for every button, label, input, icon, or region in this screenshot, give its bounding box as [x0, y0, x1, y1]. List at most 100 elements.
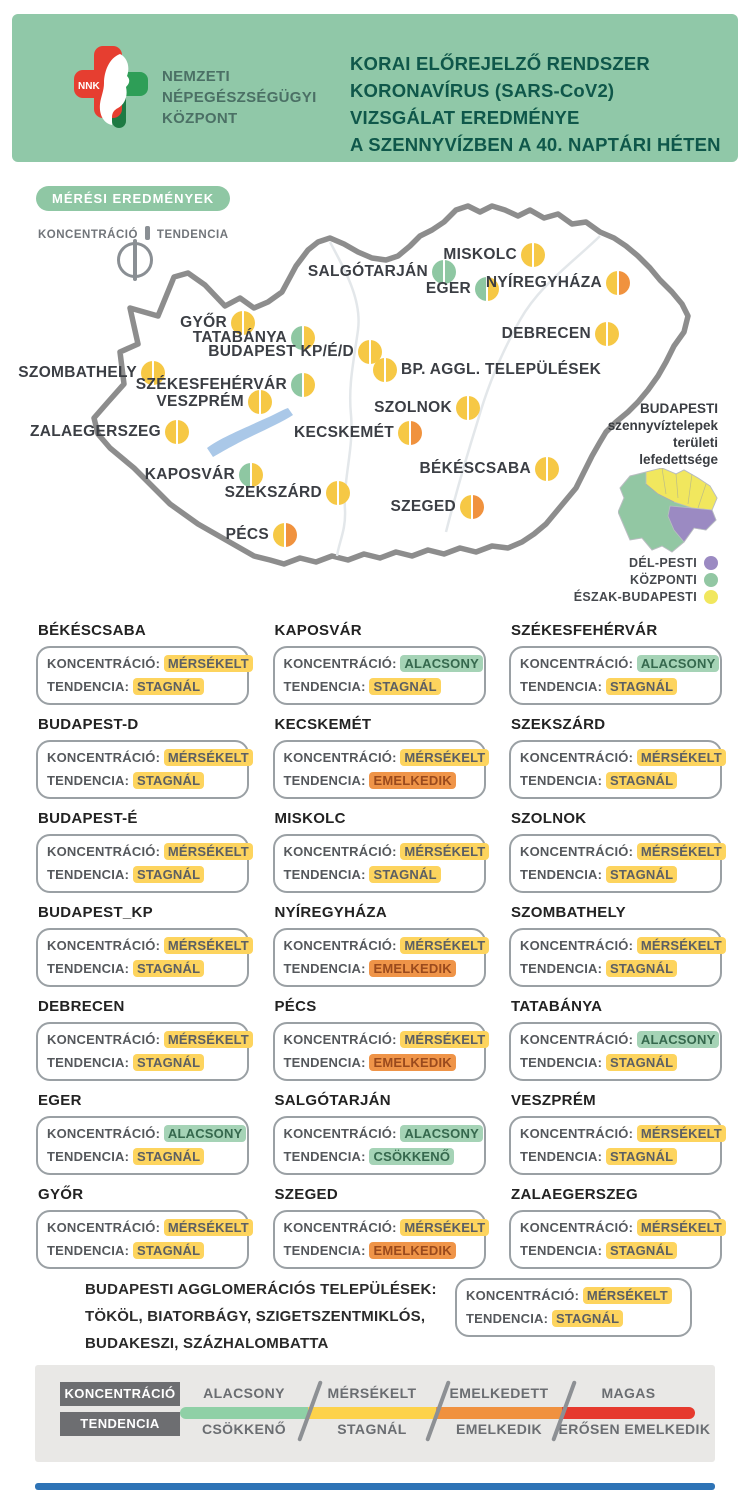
inset-legend-item-dél-pesti: DÉL-PESTI: [574, 556, 718, 570]
marker-legend-concentration-label: KONCENTRÁCIÓ: [38, 229, 138, 241]
tendency-row: TENDENCIA: STAGNÁL: [466, 1310, 681, 1327]
value-badge: MÉRSÉKELT: [163, 1219, 253, 1236]
inset-legend-item-központi: KÖZPONTI: [574, 573, 718, 587]
split-indicator-icon: [291, 326, 315, 350]
result-box: KONCENTRÁCIÓ: MÉRSÉKELT TENDENCIA: STAGNÁ…: [36, 928, 253, 987]
tendency-row: TENDENCIA: STAGNÁL: [47, 1148, 238, 1165]
city-label: BUDAPEST KP/É/D: [208, 343, 354, 360]
city-label: DEBRECEN: [501, 325, 591, 342]
result-box: KONCENTRÁCIÓ: MÉRSÉKELT TENDENCIA: EMELKE…: [272, 928, 490, 987]
value-badge: MÉRSÉKELT: [400, 843, 490, 860]
field-label: TENDENCIA:: [520, 961, 606, 976]
result-box: KONCENTRÁCIÓ: ALACSONY TENDENCIA: STAGNÁL: [509, 1022, 722, 1081]
city-card-kecskemét: KECSKEMÉT KONCENTRÁCIÓ: MÉRSÉKELT TENDENCI…: [272, 716, 490, 810]
value-badge: MÉRSÉKELT: [163, 749, 253, 766]
concentration-row: KONCENTRÁCIÓ: MÉRSÉKELT: [47, 937, 253, 954]
value-badge: STAGNÁL: [605, 1242, 678, 1259]
concentration-row: KONCENTRÁCIÓ: ALACSONY: [284, 655, 483, 672]
result-box: KONCENTRÁCIÓ: MÉRSÉKELT TENDENCIA: STAGNÁ…: [36, 1022, 253, 1081]
inset-legend-item-észak-budapesti: ÉSZAK-BUDAPESTI: [574, 590, 718, 604]
result-box: KONCENTRÁCIÓ: MÉRSÉKELT TENDENCIA: STAGNÁ…: [455, 1278, 692, 1337]
text-line: KORONAVÍRUS (SARS-CoV2): [350, 80, 615, 101]
budapest-inset-legend: DÉL-PESTI KÖZPONTI ÉSZAK-BUDAPESTI: [574, 556, 718, 604]
city-label: VESZPRÉM: [156, 393, 244, 410]
value-badge: EMELKEDIK: [369, 772, 456, 789]
card-city-name: SZEKSZÁRD: [511, 716, 606, 733]
result-box: KONCENTRÁCIÓ: MÉRSÉKELT TENDENCIA: STAGNÁ…: [36, 1210, 253, 1269]
card-city-name: BÉKÉSCSABA: [38, 622, 147, 639]
value-badge: EMELKEDIK: [369, 1054, 456, 1071]
field-label: TENDENCIA:: [47, 961, 133, 976]
result-box: KONCENTRÁCIÓ: MÉRSÉKELT TENDENCIA: STAGNÁ…: [36, 740, 253, 799]
field-label: KONCENTRÁCIÓ:: [520, 938, 637, 953]
legend-chip-tendencia: TENDENCIA: [60, 1412, 180, 1436]
value-badge: EMELKEDIK: [369, 960, 456, 977]
city-card-debrecen: DEBRECEN KONCENTRÁCIÓ: MÉRSÉKELT TENDENCIA…: [36, 998, 253, 1092]
split-indicator-icon: [291, 373, 315, 397]
city-card-tatabánya: TATABÁNYA KONCENTRÁCIÓ: ALACSONY TENDENCIA…: [509, 998, 722, 1092]
city-label: PÉCS: [225, 526, 269, 543]
map-section: MÉRÉSI EREDMÉNYEK KONCENTRÁCIÓ TENDENCIA …: [0, 180, 750, 612]
city-label: KAPOSVÁR: [144, 466, 235, 483]
inset-legend-label: KÖZPONTI: [630, 573, 697, 587]
city-label: SZEKSZÁRD: [224, 484, 322, 501]
tendency-row: TENDENCIA: STAGNÁL: [47, 1242, 238, 1259]
field-label: KONCENTRÁCIÓ:: [283, 1126, 401, 1141]
concentration-row: KONCENTRÁCIÓ: MÉRSÉKELT: [284, 937, 490, 954]
field-label: KONCENTRÁCIÓ:: [520, 1126, 637, 1141]
card-city-name: SZEGED: [274, 1186, 338, 1203]
city-card-budapest-é: BUDAPEST-É KONCENTRÁCIÓ: MÉRSÉKELT TENDENC…: [36, 810, 253, 904]
inset-legend-label: ÉSZAK-BUDAPESTI: [573, 590, 697, 604]
scale-label-alacsony: ALACSONY: [203, 1385, 285, 1401]
split-indicator-icon: [475, 277, 499, 301]
card-city-name: KECSKEMÉT: [274, 716, 372, 733]
scale-bar-segment: [562, 1407, 695, 1419]
result-box: KONCENTRÁCIÓ: MÉRSÉKELT TENDENCIA: EMELKE…: [272, 1210, 490, 1269]
value-badge: STAGNÁL: [132, 960, 205, 977]
value-badge: MÉRSÉKELT: [400, 749, 490, 766]
value-badge: STAGNÁL: [605, 678, 678, 695]
result-box: KONCENTRÁCIÓ: MÉRSÉKELT TENDENCIA: STAGNÁ…: [509, 1116, 726, 1175]
card-city-name: EGER: [38, 1092, 82, 1109]
card-city-name: DEBRECEN: [38, 998, 125, 1015]
field-label: KONCENTRÁCIÓ:: [47, 1220, 164, 1235]
value-badge: MÉRSÉKELT: [400, 1219, 490, 1236]
field-label: KONCENTRÁCIÓ:: [520, 750, 637, 765]
tendency-row: TENDENCIA: STAGNÁL: [520, 866, 711, 883]
tendency-row: TENDENCIA: STAGNÁL: [520, 960, 711, 977]
card-city-name: TATABÁNYA: [511, 998, 603, 1015]
field-label: TENDENCIA:: [47, 773, 133, 788]
scale-bar-segment: [308, 1407, 436, 1419]
city-label: EGER: [425, 280, 471, 297]
value-badge: MÉRSÉKELT: [636, 749, 726, 766]
agglomeration-text: BUDAPESTI AGGLOMERÁCIÓS TELEPÜLÉSEK: TÖKÖ…: [85, 1276, 437, 1357]
nnk-abbr: NNK: [78, 81, 100, 92]
value-badge: STAGNÁL: [132, 866, 205, 883]
tendency-row: TENDENCIA: EMELKEDIK: [284, 960, 475, 977]
concentration-row: KONCENTRÁCIÓ: MÉRSÉKELT: [284, 1031, 490, 1048]
city-card-békéscsaba: BÉKÉSCSABA KONCENTRÁCIÓ: MÉRSÉKELT TENDENC…: [36, 622, 253, 716]
field-label: TENDENCIA:: [520, 1243, 606, 1258]
value-badge: STAGNÁL: [132, 772, 205, 789]
field-label: TENDENCIA:: [466, 1311, 552, 1326]
split-indicator-icon: [165, 420, 189, 444]
split-indicator-icon: [535, 457, 559, 481]
text-line: NÉPEGÉSZSÉGÜGYI: [162, 89, 317, 106]
value-badge: ALACSONY: [636, 655, 720, 672]
lake-balaton: [207, 408, 293, 457]
field-label: TENDENCIA:: [283, 679, 370, 694]
tendency-row: TENDENCIA: CSÖKKENŐ: [284, 1148, 475, 1165]
result-box: KONCENTRÁCIÓ: MÉRSÉKELT TENDENCIA: STAGNÁ…: [509, 740, 726, 799]
marker-legend-tendency-label: TENDENCIA: [156, 229, 229, 241]
value-badge: MÉRSÉKELT: [163, 655, 253, 672]
concentration-row: KONCENTRÁCIÓ: MÉRSÉKELT: [47, 749, 253, 766]
marker-legend: KONCENTRÁCIÓ TENDENCIA: [38, 226, 229, 241]
concentration-row: KONCENTRÁCIÓ: ALACSONY: [520, 1031, 720, 1048]
text-line: területi: [672, 435, 718, 450]
city-card-zalaegerszeg: ZALAEGERSZEG KONCENTRÁCIÓ: MÉRSÉKELT TENDE…: [509, 1186, 726, 1280]
field-label: KONCENTRÁCIÓ:: [520, 1032, 637, 1047]
concentration-row: KONCENTRÁCIÓ: ALACSONY: [283, 1125, 483, 1142]
value-badge: MÉRSÉKELT: [400, 937, 490, 954]
scale-label-stagnál: STAGNÁL: [337, 1421, 407, 1437]
city-card-szeged: SZEGED KONCENTRÁCIÓ: MÉRSÉKELT TENDENCIA: …: [272, 1186, 490, 1280]
